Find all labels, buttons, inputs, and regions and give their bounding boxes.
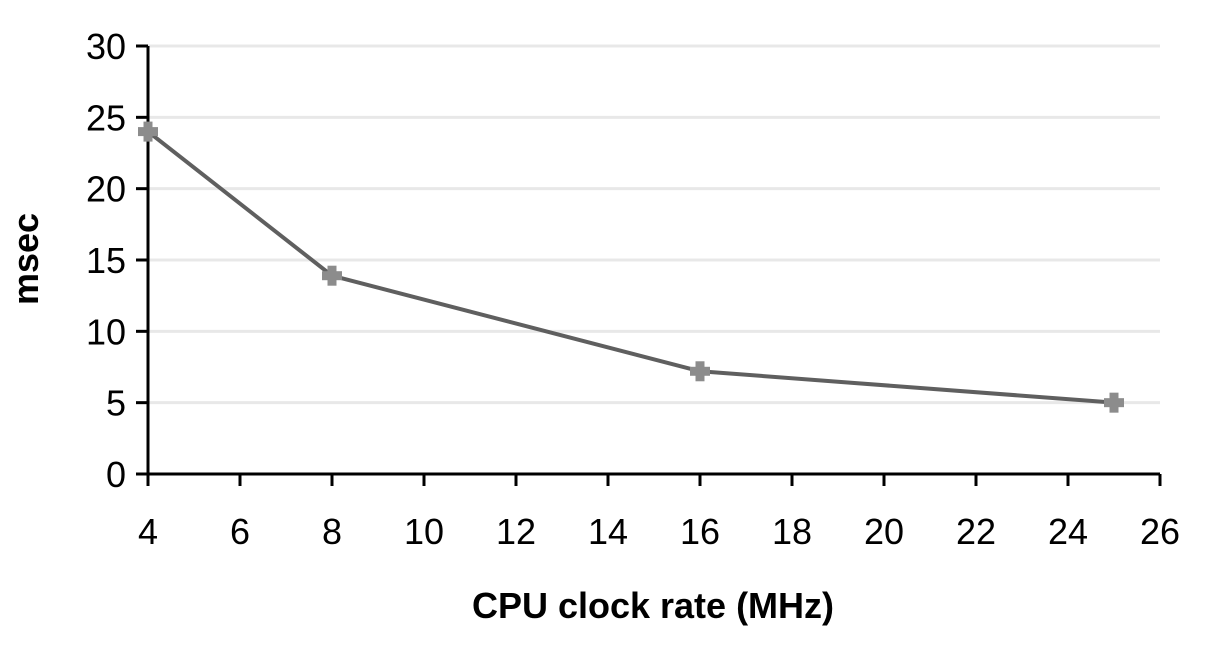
x-tick-label-18: 18 <box>772 511 812 552</box>
y-tick-label-0: 0 <box>106 454 126 495</box>
x-tick-label-12: 12 <box>496 511 536 552</box>
x-tick-label-26: 26 <box>1140 511 1180 552</box>
x-tick-label-24: 24 <box>1048 511 1088 552</box>
y-tick-label-30: 30 <box>86 26 126 67</box>
series-group <box>138 121 1124 413</box>
y-axis-title: msec <box>5 213 46 305</box>
data-point-4 <box>138 121 158 142</box>
data-point-16 <box>690 361 710 382</box>
data-point-25 <box>1104 392 1124 413</box>
x-axis-title: CPU clock rate (MHz) <box>472 585 834 626</box>
x-axis-ticks: 4 6 8 10 12 14 16 18 20 22 24 26 <box>138 474 1180 552</box>
y-tick-label-25: 25 <box>86 97 126 138</box>
y-tick-label-10: 10 <box>86 311 126 352</box>
x-tick-label-14: 14 <box>588 511 628 552</box>
x-tick-label-8: 8 <box>322 511 342 552</box>
x-tick-label-22: 22 <box>956 511 996 552</box>
y-tick-label-5: 5 <box>106 383 126 424</box>
data-point-8 <box>322 265 342 286</box>
x-tick-label-16: 16 <box>680 511 720 552</box>
y-tick-label-15: 15 <box>86 240 126 281</box>
x-tick-label-20: 20 <box>864 511 904 552</box>
x-tick-label-10: 10 <box>404 511 444 552</box>
series-line-0 <box>146 130 1115 405</box>
x-tick-label-6: 6 <box>230 511 250 552</box>
x-tick-label-4: 4 <box>138 511 158 552</box>
gridlines <box>148 44 1160 405</box>
y-axis-ticks: 0 5 10 15 20 25 30 <box>86 26 148 495</box>
y-tick-label-20: 20 <box>86 169 126 210</box>
